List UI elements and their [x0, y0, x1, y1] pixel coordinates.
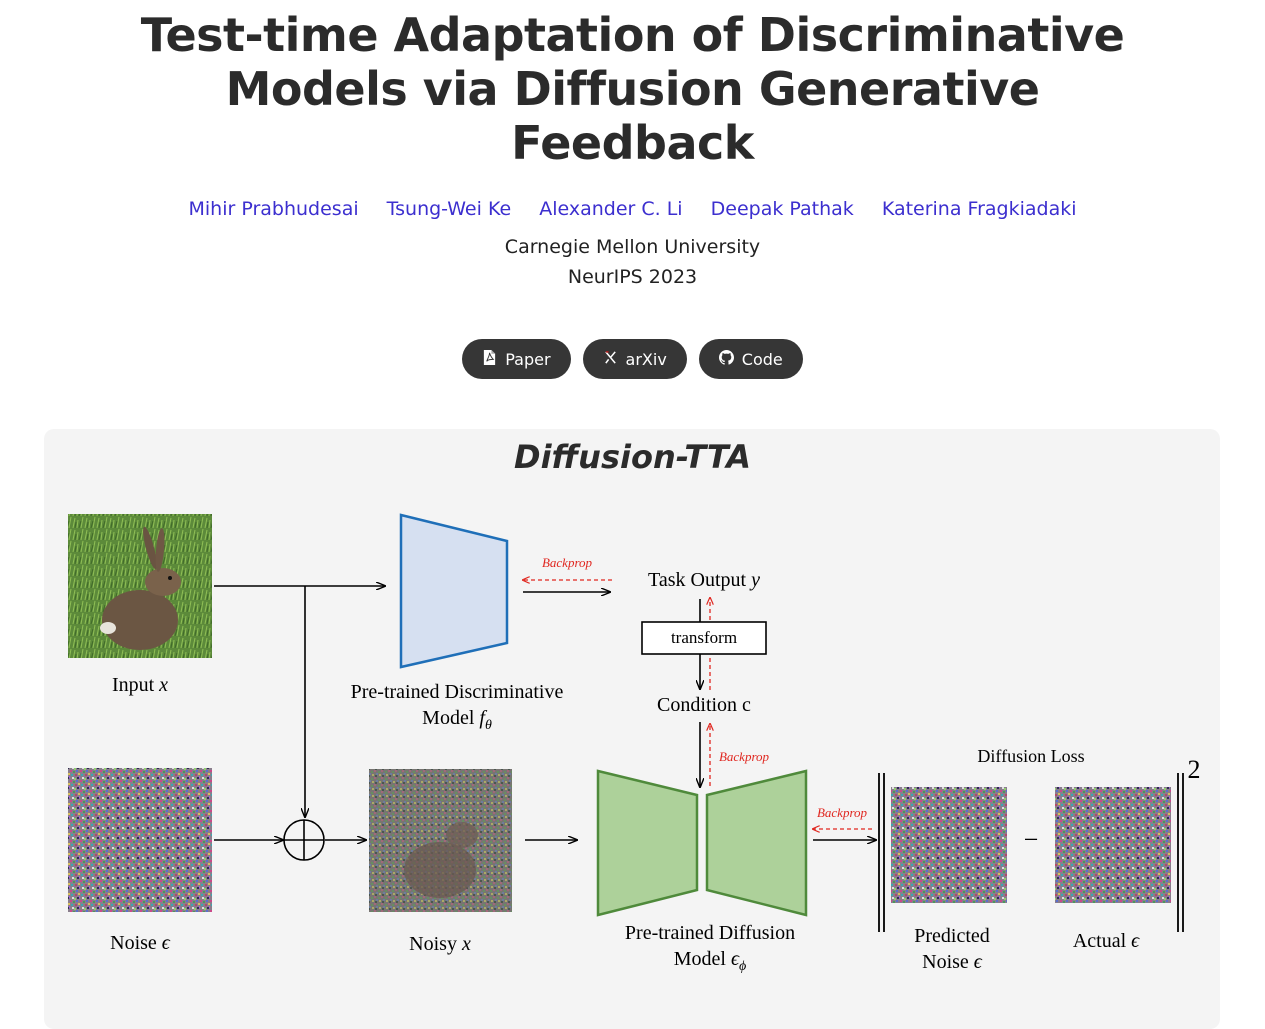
add-operator-icon [283, 819, 325, 861]
predicted-noise-image [891, 787, 1007, 903]
paper-button[interactable]: Paper [462, 339, 571, 379]
title-line-1: Test-time Adaptation of Discriminative [140, 8, 1125, 62]
condition-label: Condition c [657, 694, 751, 716]
backprop-label-1: Backprop [542, 555, 593, 570]
figure-title: Diffusion-TTA [514, 438, 751, 476]
disc-label-line-2: Model fθ [422, 707, 492, 733]
arxiv-icon [603, 350, 618, 369]
noisy-image [369, 769, 512, 912]
diffusion-encoder-shape [596, 769, 699, 917]
noise-image [68, 768, 212, 912]
arxiv-button-label: arXiv [625, 349, 667, 369]
diffusion-decoder-shape [705, 769, 808, 917]
backprop-label-2: Backprop [719, 749, 770, 764]
diffusion-loss-label: Diffusion Loss [977, 746, 1084, 766]
diffusion-label-line-1: Pre-trained Diffusion [625, 922, 795, 944]
affiliation: Carnegie Mellon University [504, 236, 761, 258]
author-link[interactable]: Deepak Pathak [710, 198, 854, 220]
input-image [68, 514, 212, 658]
transform-label: transform [671, 628, 737, 647]
paper-button-label: Paper [505, 349, 551, 369]
code-button[interactable]: Code [698, 339, 803, 379]
title-line-2: Models via Diffusion Generative [225, 62, 1040, 116]
diffusion-label-line-2: Model ϵϕ [674, 948, 747, 974]
discriminative-model-shape [399, 513, 509, 669]
venue: NeurIPS 2023 [567, 266, 698, 288]
author-list: Mihir Prabhudesai Tsung-Wei Ke Alexander… [0, 198, 1265, 220]
arxiv-button[interactable]: arXiv [582, 339, 687, 379]
title-line-3: Feedback [511, 116, 754, 170]
task-output-label: Task Output y [648, 569, 760, 591]
actual-noise-image [1055, 787, 1171, 903]
predicted-label-line-2: Noise ϵ [922, 951, 983, 973]
code-button-label: Code [741, 349, 783, 369]
github-icon [718, 349, 734, 369]
input-label: Input x [112, 674, 168, 696]
link-buttons: Paper arXiv Code [0, 339, 1265, 379]
figure-panel [44, 429, 1220, 1029]
norm-exponent: 2 [1188, 755, 1201, 784]
minus-operator: − [1024, 825, 1039, 854]
noise-label: Noise ϵ [110, 932, 171, 954]
actual-label: Actual ϵ [1073, 930, 1140, 952]
predicted-label-line-1: Predicted [914, 925, 990, 947]
author-link[interactable]: Mihir Prabhudesai [188, 198, 359, 220]
page-title: Test-time Adaptation of Discriminative M… [0, 8, 1265, 170]
author-link[interactable]: Alexander C. Li [539, 198, 683, 220]
noisy-label: Noisy x [409, 933, 471, 955]
pdf-file-icon [482, 349, 497, 369]
disc-label-line-1: Pre-trained Discriminative [351, 681, 564, 703]
author-link[interactable]: Tsung-Wei Ke [386, 198, 512, 220]
transform-box [641, 621, 767, 655]
author-link[interactable]: Katerina Fragkiadaki [881, 198, 1077, 220]
backprop-label-3: Backprop [817, 805, 868, 820]
